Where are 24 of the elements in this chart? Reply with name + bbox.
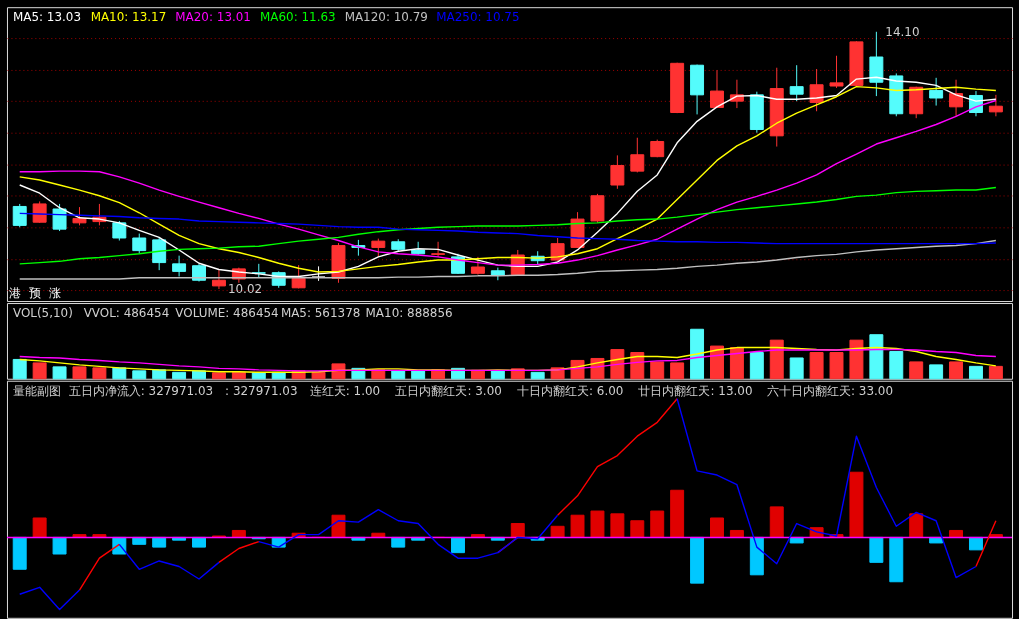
- text: MA250: 10.75: [436, 10, 520, 25]
- text: 连红天: 1.00: [309, 383, 381, 398]
- annotation: 涨: [48, 286, 61, 301]
- text: 五日内净流入: 327971.03: [68, 383, 214, 398]
- text: VVOL: 486454: [83, 305, 170, 320]
- text: MA10: 888856: [365, 305, 453, 320]
- text: MA60: 11.63: [259, 10, 336, 25]
- text: MA5: 561378: [280, 305, 361, 320]
- text: MA5: 13.03: [12, 10, 82, 25]
- annotation: 14.10: [885, 24, 920, 39]
- text: MA20: 13.01: [175, 10, 251, 25]
- text: MA120: 10.79: [344, 10, 428, 25]
- text: 十日内翻红天: 6.00: [516, 383, 624, 398]
- text: MA10: 13.17: [90, 10, 167, 25]
- annotation: 10.02: [227, 282, 263, 297]
- text: 五日内翻红天: 3.00: [395, 383, 502, 398]
- chart-title: 量能副图: [12, 383, 61, 398]
- text: 廿日内翻红天: 13.00: [638, 383, 753, 398]
- text: : 327971.03: [225, 383, 298, 398]
- chart-title: VOL(5,10): [12, 305, 73, 320]
- text: VOLUME: 486454: [175, 305, 279, 320]
- annotation: 港: [8, 286, 21, 301]
- text: 六十日内翻红天: 33.00: [766, 383, 893, 398]
- annotation: 预: [28, 286, 41, 301]
